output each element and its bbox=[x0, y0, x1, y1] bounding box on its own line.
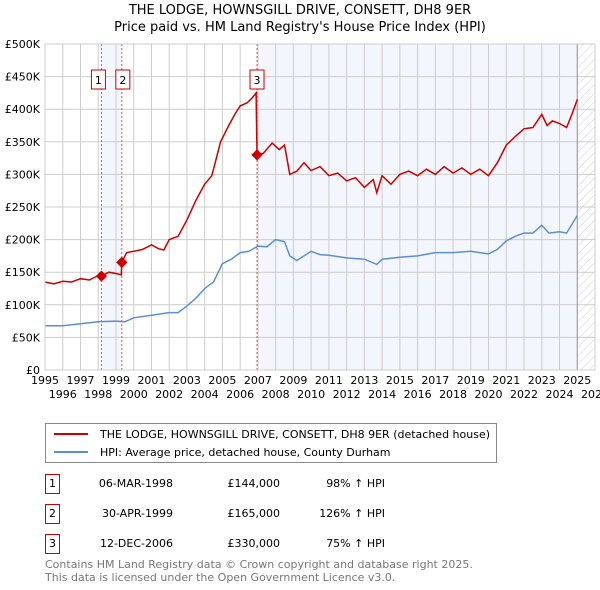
y-tick-label: £350K bbox=[5, 136, 41, 149]
sale-price: £330,000 bbox=[227, 537, 281, 550]
sale-label-box bbox=[90, 69, 106, 90]
x-tick-label: 1997 bbox=[66, 374, 94, 387]
x-tick-label: 2005 bbox=[208, 374, 236, 387]
sale-price: £165,000 bbox=[227, 507, 281, 520]
x-tick-label: 2009 bbox=[279, 374, 307, 387]
x-tick-label: 2004 bbox=[191, 388, 219, 401]
x-tick-label: 2013 bbox=[350, 374, 378, 387]
x-tick-label: 2023 bbox=[528, 374, 556, 387]
x-tick-label: 2025 bbox=[563, 374, 591, 387]
x-tick-label: 2021 bbox=[492, 374, 520, 387]
x-tick-label: 2016 bbox=[404, 388, 432, 401]
y-tick-label: £0 bbox=[26, 364, 40, 377]
y-tick-label: £200K bbox=[5, 234, 41, 247]
footer-licence: This data is licensed under the Open Gov… bbox=[45, 571, 396, 584]
plot-border bbox=[44, 43, 596, 371]
x-tick-label: 2006 bbox=[226, 388, 254, 401]
hpi-change: 75% ↑ HPI bbox=[326, 537, 385, 550]
x-tick-label: 2011 bbox=[315, 374, 343, 387]
sale-label: 3 bbox=[254, 74, 261, 87]
sale-price: £144,000 bbox=[227, 477, 281, 490]
x-tick-label: 2026 bbox=[581, 388, 600, 401]
x-tick-label: 2020 bbox=[475, 388, 503, 401]
y-tick-label: £500K bbox=[5, 38, 41, 51]
legend: THE LODGE, HOWNSGILL DRIVE, CONSETT, DH8… bbox=[45, 423, 497, 463]
marker-badge: 3 bbox=[45, 534, 60, 554]
legend-swatch-red bbox=[54, 433, 88, 435]
x-tick-label: 2012 bbox=[333, 388, 361, 401]
x-tick-label: 2022 bbox=[510, 388, 538, 401]
marker-badge: 1 bbox=[45, 474, 60, 494]
x-tick-label: 2014 bbox=[368, 388, 396, 401]
x-tick-label: 1996 bbox=[49, 388, 77, 401]
x-tick-label: 2024 bbox=[546, 388, 574, 401]
subtitle-line: Price paid vs. HM Land Registry's House … bbox=[114, 20, 486, 35]
legend-item-hpi: HPI: Average price, detached house, Coun… bbox=[54, 444, 391, 460]
x-tick-label: 1999 bbox=[102, 374, 130, 387]
x-tick-label: 2010 bbox=[297, 388, 325, 401]
sale-date: 06-MAR-1998 bbox=[98, 477, 173, 490]
x-tick-label: 2008 bbox=[262, 388, 290, 401]
x-tick-label: 2018 bbox=[439, 388, 467, 401]
x-tick-label: 2001 bbox=[137, 374, 165, 387]
marker-badge: 2 bbox=[45, 504, 60, 524]
price-chart: 1995199619971998199920002001200220032004… bbox=[5, 38, 600, 401]
hpi-change: 98% ↑ HPI bbox=[326, 477, 385, 490]
sale-label: 2 bbox=[119, 74, 126, 87]
x-tick-label: 1995 bbox=[31, 374, 59, 387]
title-line: THE LODGE, HOWNSGILL DRIVE, CONSETT, DH8… bbox=[128, 3, 472, 18]
hpi-change: 126% ↑ HPI bbox=[319, 507, 385, 520]
legend-swatch-blue bbox=[54, 451, 88, 453]
legend-label: THE LODGE, HOWNSGILL DRIVE, CONSETT, DH8… bbox=[100, 427, 491, 441]
x-tick-label: 2002 bbox=[155, 388, 183, 401]
x-tick-label: 2017 bbox=[421, 374, 449, 387]
x-tick-label: 2003 bbox=[173, 374, 201, 387]
y-tick-label: £400K bbox=[5, 103, 41, 116]
legend-item-property: THE LODGE, HOWNSGILL DRIVE, CONSETT, DH8… bbox=[54, 426, 490, 442]
legend-label: HPI: Average price, detached house, Coun… bbox=[100, 445, 391, 459]
x-tick-label: 2015 bbox=[386, 374, 414, 387]
sale-label: 1 bbox=[95, 74, 102, 87]
y-tick-label: £100K bbox=[5, 299, 41, 312]
series-line-property bbox=[44, 90, 579, 285]
series-line-hpi bbox=[45, 215, 578, 327]
y-tick-label: £300K bbox=[5, 168, 41, 181]
y-tick-label: £150K bbox=[5, 266, 41, 279]
sale-label-box bbox=[249, 69, 265, 90]
footer-copyright: Contains HM Land Registry data © Crown c… bbox=[45, 558, 473, 571]
sale-label-box bbox=[115, 69, 131, 90]
y-tick-label: £450K bbox=[5, 71, 41, 84]
chart-title: THE LODGE, HOWNSGILL DRIVE, CONSETT, DH8… bbox=[0, 2, 600, 36]
y-tick-label: £250K bbox=[5, 201, 41, 214]
x-tick-label: 1998 bbox=[84, 388, 112, 401]
sale-date: 30-APR-1999 bbox=[101, 507, 173, 520]
footer: Contains HM Land Registry data © Crown c… bbox=[45, 558, 473, 584]
x-tick-label: 2007 bbox=[244, 374, 272, 387]
y-tick-label: £50K bbox=[12, 331, 41, 344]
x-tick-label: 2000 bbox=[120, 388, 148, 401]
x-tick-label: 2019 bbox=[457, 374, 485, 387]
sale-date: 12-DEC-2006 bbox=[99, 537, 173, 550]
